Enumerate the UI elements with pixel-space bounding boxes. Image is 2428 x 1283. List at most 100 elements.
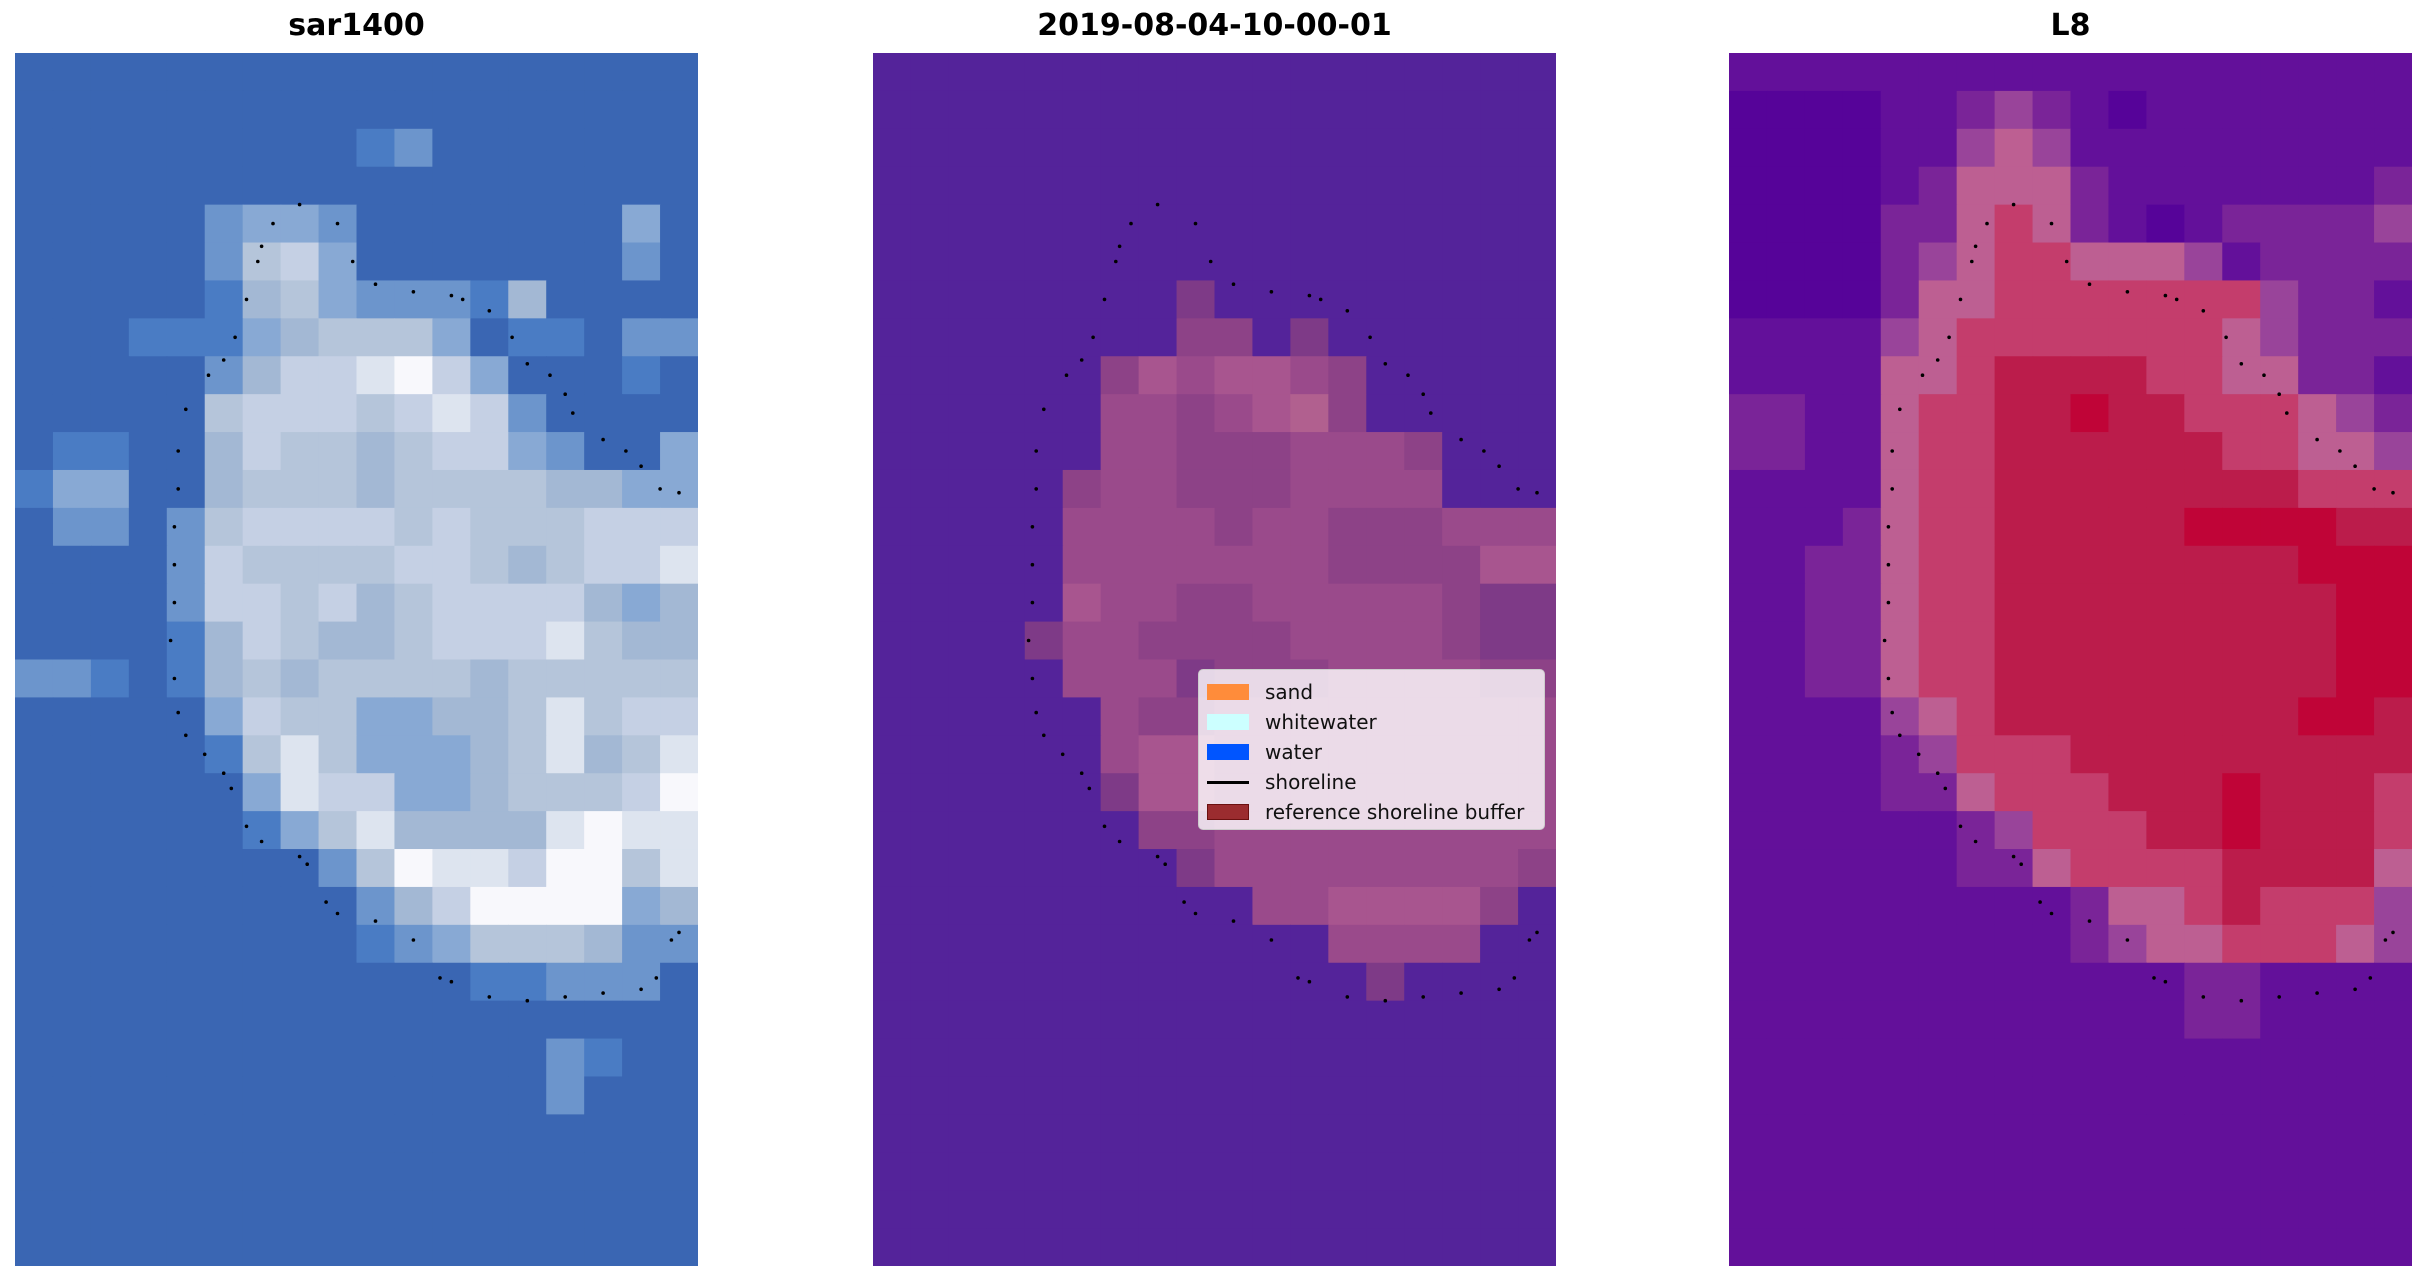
shoreline-point [2285,411,2289,415]
heatmap-cell [394,1000,433,1040]
heatmap-cell [660,1190,698,1229]
shoreline-point [1034,710,1038,715]
shoreline-point [2201,309,2206,313]
heatmap-cell [1956,583,1996,623]
shoreline-point [669,938,674,942]
heatmap-cell [660,318,698,357]
heatmap-cell [2070,166,2110,206]
heatmap-cell [166,1076,206,1115]
heatmap-cell [2032,773,2072,812]
heatmap-cell [986,583,1026,623]
heatmap-cell [394,773,433,812]
heatmap-cell [2146,1038,2185,1078]
heatmap-cell [910,280,950,319]
heatmap-cell [1138,621,1178,661]
heatmap-cell [90,356,130,395]
heatmap-cell [1518,90,1556,130]
shoreline-point [1155,854,1160,859]
heatmap-cell [584,469,623,509]
heatmap-cell [1100,886,1140,926]
shoreline-point [548,373,552,378]
heatmap-cell [2336,659,2375,699]
shoreline-point [1497,987,1501,992]
heatmap-cell [1518,204,1556,244]
heatmap-cell [394,545,433,585]
heatmap-cell [280,204,320,244]
heatmap-cell [128,924,168,964]
heatmap-cell [2070,659,2110,699]
heatmap-cell [1804,469,1844,509]
heatmap-cell [2146,53,2185,92]
heatmap-cell [2260,962,2299,1002]
legend: sand whitewater water shoreline referenc… [1198,669,1545,830]
heatmap-cell [508,545,547,585]
heatmap-cell [2374,1228,2412,1266]
heatmap-cell [873,318,912,357]
heatmap-cell [280,962,320,1002]
heatmap-cell [166,394,206,433]
heatmap-cell [2336,432,2375,471]
heatmap-cell [2222,318,2261,357]
heatmap-cell [2222,280,2261,319]
heatmap-cell [52,128,92,168]
shoreline-point [411,938,416,942]
shoreline-point [1296,976,1300,980]
heatmap-cell [1290,469,1329,509]
heatmap-cell [1214,394,1254,433]
heatmap-cell [2146,280,2185,319]
heatmap-cell [166,886,206,926]
heatmap-cell [948,394,988,433]
heatmap-cell [948,621,988,661]
heatmap-cell [1100,53,1140,92]
heatmap-cell [15,204,54,244]
heatmap-cell [1804,1114,1844,1153]
heatmap-cell [1518,128,1556,168]
shoreline-point [1497,464,1501,469]
heatmap-cell [1804,583,1844,623]
heatmap-cell [873,962,912,1002]
heatmap-cell [1138,1114,1178,1153]
heatmap-cell [280,924,320,964]
heatmap-cell [910,1190,950,1229]
heatmap-cell [1842,773,1882,812]
heatmap-cell [1214,583,1254,623]
heatmap-cell [128,583,168,623]
heatmap-cell [1252,583,1291,623]
heatmap-cell [2336,773,2375,812]
heatmap-cell [1804,128,1844,168]
heatmap-cell [52,356,92,395]
heatmap-cell [52,432,92,471]
heatmap-cell [280,128,320,168]
heatmap-cell [622,1038,661,1078]
heatmap-cell [1252,394,1291,433]
shoreline-point [1973,839,1978,844]
heatmap-cell [508,583,547,623]
heatmap-cell [318,1190,358,1229]
heatmap-cell [873,432,912,471]
heatmap-cell [508,659,547,699]
heatmap-cell [660,1228,698,1266]
heatmap-cell [1290,1228,1329,1266]
heatmap-cell [508,204,547,244]
heatmap-cell [1290,1038,1329,1078]
shoreline-point [1193,911,1198,916]
heatmap-cell [873,621,912,661]
heatmap-cell [470,166,509,206]
shoreline-point [1087,786,1092,791]
heatmap-cell [204,356,244,395]
heatmap-cell [873,811,912,850]
heatmap-cell [242,697,282,736]
heatmap-cell [1842,507,1882,547]
heatmap-cell [1804,53,1844,92]
heatmap-cell [873,1190,912,1229]
heatmap-cell [910,1114,950,1153]
heatmap-cell [1252,280,1291,319]
heatmap-cell [1480,1228,1519,1266]
heatmap-cell [1880,280,1920,319]
heatmap-cell [873,280,912,319]
heatmap-cell [508,242,547,282]
heatmap-cell [1404,1114,1443,1153]
heatmap-cell [584,621,623,661]
heatmap-cell [508,90,547,130]
heatmap-cell [204,242,244,282]
